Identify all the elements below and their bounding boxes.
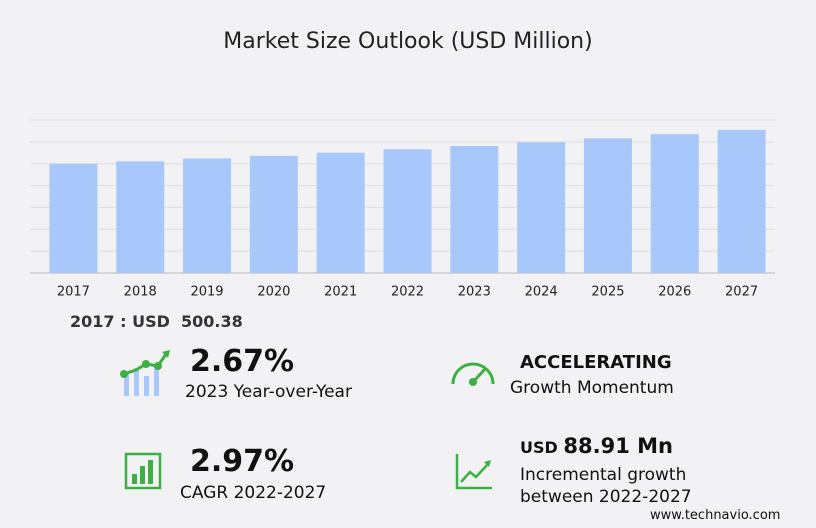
bar xyxy=(116,161,165,273)
first-year: 2017 : USD 500.38 xyxy=(70,312,243,331)
first-year-value: 500.38 xyxy=(181,312,243,331)
footer: www.technavio.com xyxy=(650,508,781,523)
incremental-label: Incremental growth xyxy=(520,465,687,485)
icon-yoy xyxy=(120,350,170,396)
x-tick-label: 2019 xyxy=(190,285,223,300)
icon-cagr xyxy=(124,452,162,490)
bar xyxy=(517,142,566,273)
bar xyxy=(450,146,499,273)
bar xyxy=(717,129,766,273)
incremental-unit: USD xyxy=(520,438,558,457)
chart-title: Market Size Outlook (USD Million) xyxy=(223,29,592,54)
icon-momentum xyxy=(451,362,495,386)
incremental: USD 88.91 Mn xyxy=(520,434,673,458)
x-tick-label: 2025 xyxy=(591,285,624,300)
bar xyxy=(49,163,98,273)
incremental-value: 88.91 Mn xyxy=(563,434,673,458)
momentum-label: Growth Momentum xyxy=(510,378,674,398)
momentum-value: ACCELERATING xyxy=(520,352,672,373)
x-tick-label: 2022 xyxy=(391,285,424,300)
x-tick-label: 2021 xyxy=(324,285,357,300)
x-tick-label: 2020 xyxy=(257,285,290,300)
cagr-label: CAGR 2022-2027 xyxy=(180,483,327,503)
bar xyxy=(316,152,365,273)
incremental-label: between 2022-2027 xyxy=(520,487,692,507)
x-tick-label: 2024 xyxy=(525,285,558,300)
yoy-value: 2.67% xyxy=(190,344,295,379)
x-tick-label: 2018 xyxy=(124,285,157,300)
x-tick-label: 2027 xyxy=(725,285,758,300)
icon-incremental xyxy=(455,454,492,490)
bar xyxy=(183,158,232,273)
bar xyxy=(249,155,298,273)
x-tick-label: 2017 xyxy=(57,285,90,300)
cagr-value: 2.97% xyxy=(190,444,295,479)
x-tick-label: 2023 xyxy=(458,285,491,300)
bar xyxy=(583,138,632,273)
x-tick-label: 2026 xyxy=(658,285,691,300)
bar xyxy=(383,149,432,273)
bar xyxy=(650,134,699,273)
chart: Market Size Outlook (USD Million) 2017 20… xyxy=(30,29,775,300)
yoy-label: 2023 Year-over-Year xyxy=(185,382,352,402)
first-year-label: 2017 : USD xyxy=(70,312,170,331)
